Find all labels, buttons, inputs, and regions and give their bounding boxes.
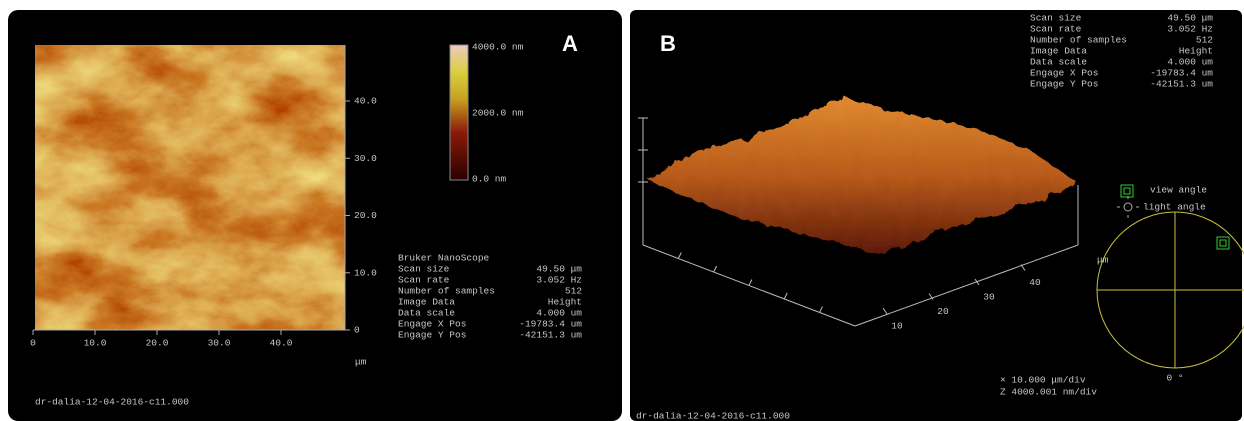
axis-tick-label: 20 — [937, 306, 949, 317]
info-value: -19783.4 um — [1150, 68, 1213, 79]
file-name: dr-dalia-12-04-2016-c11.000 — [636, 411, 790, 421]
scale-label: Z 4000.001 nm/div — [1000, 387, 1097, 398]
y-tick-label: 30.0 — [354, 153, 377, 164]
y-tick-label: 10.0 — [354, 267, 377, 278]
info-value: -42151.3 um — [1150, 79, 1213, 90]
angle-label: 0 ° — [1166, 373, 1183, 384]
file-name: dr-dalia-12-04-2016-c11.000 — [35, 397, 189, 408]
afm-image — [35, 45, 345, 330]
info-value: 4.000 um — [1167, 57, 1213, 68]
x-tick-label: 0 — [30, 338, 36, 349]
figure: A μm Bruker NanoScope dr-dalia-12-04-201… — [0, 0, 1244, 421]
colorbar-label: 4000.0 nm — [472, 42, 524, 53]
info-value: 512 — [1196, 35, 1213, 46]
x-tick-label: 30.0 — [208, 338, 231, 349]
axis-tick-label: 40 — [1029, 277, 1041, 288]
info-value: -42151.3 um — [519, 330, 582, 341]
legend-label: light angle — [1143, 202, 1206, 213]
info-value: 512 — [565, 286, 582, 297]
axis-tick-label: 30 — [983, 292, 995, 303]
info-value: 49.50 μm — [536, 264, 582, 275]
axis-unit: μm — [1097, 255, 1109, 266]
info-value: -19783.4 um — [519, 319, 582, 330]
info-label: Scan size — [398, 264, 450, 275]
info-title: Bruker NanoScope — [398, 253, 490, 264]
info-label: Engage X Pos — [1030, 68, 1098, 79]
info-value: 3.052 Hz — [536, 275, 582, 286]
info-value: 3.052 Hz — [1167, 24, 1213, 35]
y-tick-label: 20.0 — [354, 210, 377, 221]
color-bar — [450, 45, 468, 180]
colorbar-label: 2000.0 nm — [472, 108, 524, 119]
panel-letter: A — [562, 31, 578, 56]
y-tick-label: 0 — [354, 325, 360, 336]
panel-letter: B — [660, 31, 676, 56]
x-tick-label: 40.0 — [270, 338, 293, 349]
info-label: Engage X Pos — [398, 319, 466, 330]
legend-label: view angle — [1150, 185, 1207, 196]
info-label: Scan rate — [398, 275, 450, 286]
info-label: Engage Y Pos — [398, 330, 466, 341]
scale-label: × 10.000 μm/div — [1000, 375, 1086, 386]
x-tick-label: 10.0 — [84, 338, 107, 349]
axis-tick-label: 10 — [891, 321, 903, 332]
colorbar-label: 0.0 nm — [472, 174, 507, 185]
info-label: Scan size — [1030, 13, 1082, 24]
x-unit: μm — [355, 357, 367, 368]
info-label: Data scale — [1030, 57, 1087, 68]
info-value: 49.50 μm — [1167, 13, 1213, 24]
x-tick-label: 20.0 — [146, 338, 169, 349]
info-label: Scan rate — [1030, 24, 1082, 35]
info-label: Image Data — [1030, 46, 1087, 57]
info-label: Number of samples — [398, 286, 495, 297]
info-label: Engage Y Pos — [1030, 79, 1098, 90]
info-label: Data scale — [398, 308, 455, 319]
info-value: 4.000 um — [536, 308, 582, 319]
y-tick-label: 40.0 — [354, 96, 377, 107]
info-label: Number of samples — [1030, 35, 1127, 46]
info-value: Height — [1179, 46, 1213, 57]
info-value: Height — [548, 297, 582, 308]
info-label: Image Data — [398, 297, 455, 308]
